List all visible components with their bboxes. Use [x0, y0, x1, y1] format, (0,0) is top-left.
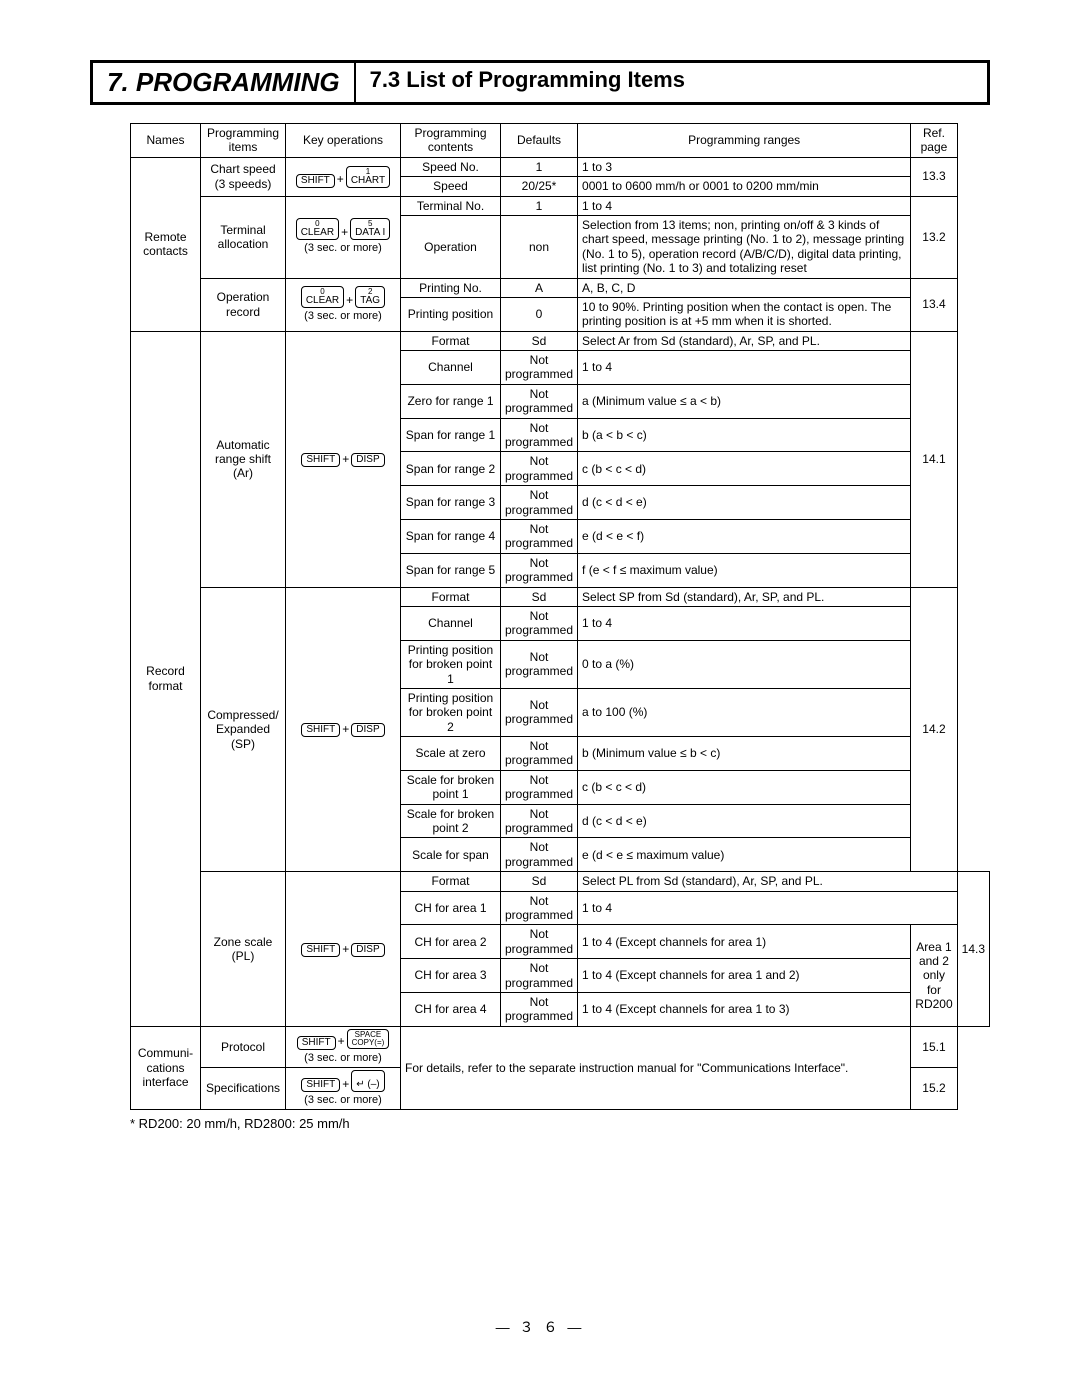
- table-row: Compressed/ Expanded (SP) SHIFT+DISP For…: [131, 587, 990, 606]
- key-clear: 0CLEAR: [301, 286, 344, 308]
- col-items: Programming items: [201, 124, 286, 158]
- keyop-chart-speed: SHIFT+1CHART: [286, 157, 401, 196]
- col-keyops: Key operations: [286, 124, 401, 158]
- col-names: Names: [131, 124, 201, 158]
- table-row: Record format Automatic range shift (Ar)…: [131, 331, 990, 350]
- table-row: Operation record 0CLEAR+2TAG (3 sec. or …: [131, 278, 990, 297]
- col-contents: Programming contents: [401, 124, 501, 158]
- footnote: * RD200: 20 mm/h, RD2800: 25 mm/h: [130, 1116, 990, 1131]
- key-space: SPACECOPY(=): [347, 1029, 390, 1049]
- section-title: 7.3 List of Programming Items: [356, 63, 699, 102]
- key-clear: 0CLEAR: [296, 218, 339, 240]
- item-sp: Compressed/ Expanded (SP): [201, 587, 286, 872]
- keyop-protocol: SHIFT+SPACECOPY(=) (3 sec. or more): [286, 1026, 401, 1067]
- item-ar: Automatic range shift (Ar): [201, 331, 286, 587]
- table-row: Terminal allocation 0CLEAR+5DATA I (3 se…: [131, 196, 990, 215]
- item-oprec: Operation record: [201, 278, 286, 331]
- key-tag: 2TAG: [355, 286, 385, 308]
- group-comm: Communi-cations interface: [131, 1026, 201, 1109]
- keyop-ar: SHIFT+DISP: [286, 331, 401, 587]
- page-number: — ３ ６ —: [0, 1317, 1080, 1337]
- keyop-oprec: 0CLEAR+2TAG (3 sec. or more): [286, 278, 401, 331]
- comm-detail: For details, refer to the separate instr…: [401, 1026, 911, 1109]
- key-enter: ↵ (–): [351, 1070, 384, 1092]
- group-record: Record format: [131, 331, 201, 1026]
- col-refpage: Ref. page: [911, 124, 957, 158]
- col-ranges: Programming ranges: [578, 124, 911, 158]
- section-header: 7. PROGRAMMING 7.3 List of Programming I…: [90, 60, 990, 105]
- key-shift: SHIFT: [296, 174, 335, 188]
- keyop-spec: SHIFT+ ↵ (–) (3 sec. or more): [286, 1067, 401, 1109]
- programming-items-table: Names Programming items Key operations P…: [130, 123, 990, 1110]
- item-terminal: Terminal allocation: [201, 196, 286, 278]
- col-defaults: Defaults: [501, 124, 578, 158]
- table-row: Zone scale (PL) SHIFT+DISP Format Sd Sel…: [131, 872, 990, 891]
- table-row: Remote contacts Chart speed (3 speeds) S…: [131, 157, 990, 176]
- pl-sidenote: Area 1 and 2 only for RD200: [911, 925, 957, 1026]
- group-remote: Remote contacts: [131, 157, 201, 331]
- item-spec: Specifications: [201, 1067, 286, 1109]
- keyop-sp: SHIFT+DISP: [286, 587, 401, 872]
- item-pl: Zone scale (PL): [201, 872, 286, 1027]
- chapter-title: 7. PROGRAMMING: [93, 63, 356, 102]
- item-chart-speed: Chart speed (3 speeds): [201, 157, 286, 196]
- key-chart: 1CHART: [346, 166, 390, 188]
- keyop-terminal: 0CLEAR+5DATA I (3 sec. or more): [286, 196, 401, 278]
- key-data: 5DATA I: [350, 218, 390, 240]
- keyop-pl: SHIFT+DISP: [286, 872, 401, 1027]
- table-row: Communi-cations interface Protocol SHIFT…: [131, 1026, 990, 1067]
- item-protocol: Protocol: [201, 1026, 286, 1067]
